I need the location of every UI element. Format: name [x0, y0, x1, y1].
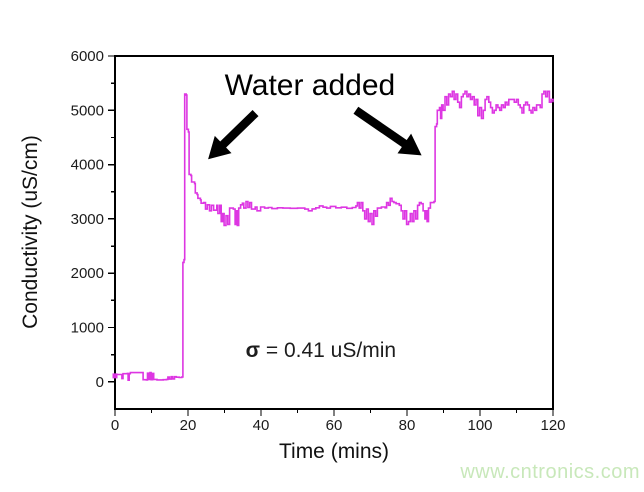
- x-tick-label: 60: [326, 417, 343, 434]
- annotation-arrow-shaft: [353, 106, 415, 153]
- sigma-annotation: σ = 0.41 uS/min: [246, 339, 396, 363]
- y-tick-label: 5000: [71, 102, 104, 119]
- plot-frame: [114, 55, 554, 410]
- x-axis-label: Time (mins): [278, 440, 390, 463]
- series-start-marker: [112, 373, 118, 379]
- sigma-text: = 0.41 uS/min: [260, 339, 397, 363]
- annotation-arrow-head: [208, 135, 232, 160]
- conductivity-trace: [115, 90, 554, 381]
- y-tick-label: 0: [96, 374, 104, 391]
- x-tick-label: 100: [467, 417, 492, 434]
- x-tick-label: 20: [180, 417, 197, 434]
- y-tick-label: 4000: [71, 157, 104, 174]
- x-tick-label: 0: [111, 417, 119, 434]
- x-tick-label: 80: [399, 417, 416, 434]
- y-axis-label: Conductivity (uS/cm): [19, 135, 42, 329]
- y-tick-label: 1000: [71, 320, 104, 337]
- sigma-symbol: σ: [245, 339, 261, 363]
- y-tick-label: 3000: [71, 211, 104, 228]
- y-tick-label: 2000: [71, 265, 104, 282]
- y-tick-label: 6000: [71, 48, 104, 65]
- watermark: www.cntronics.com: [460, 461, 640, 483]
- water-added-annotation: Water added: [224, 68, 396, 102]
- annotation-arrow-head: [397, 133, 422, 156]
- x-tick-label: 120: [540, 417, 565, 434]
- x-tick-label: 40: [253, 417, 270, 434]
